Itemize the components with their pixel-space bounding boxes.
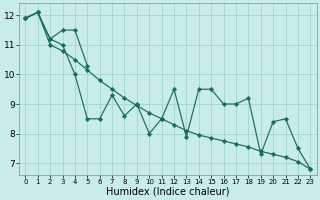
X-axis label: Humidex (Indice chaleur): Humidex (Indice chaleur) [106,187,229,197]
